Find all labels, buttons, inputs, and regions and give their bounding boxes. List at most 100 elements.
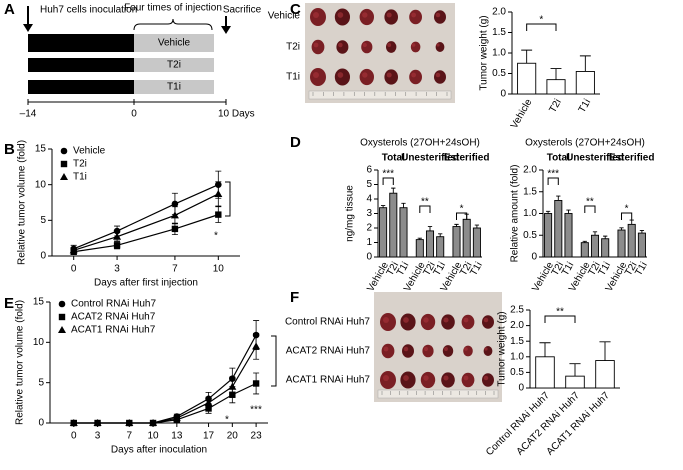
tumor-highlight xyxy=(444,347,448,351)
timeline-label: Huh7 cells inoculation xyxy=(40,5,137,16)
tumor-highlight xyxy=(435,72,441,78)
bar xyxy=(546,79,566,95)
error-bar xyxy=(592,231,598,240)
y-tick-label: 5 xyxy=(38,377,44,388)
y-tick-label: 2.0 xyxy=(523,165,537,176)
error-bar xyxy=(521,49,533,64)
bar xyxy=(399,207,408,258)
brace xyxy=(133,18,213,31)
tumor-highlight xyxy=(338,42,343,48)
tumor xyxy=(442,345,454,357)
tumor-highlight xyxy=(423,346,429,352)
bar xyxy=(580,242,589,258)
ruler xyxy=(308,90,452,100)
timeline: Huh7 cells inoculation Four times of inj… xyxy=(20,3,262,120)
tumor xyxy=(482,373,494,387)
x-tick-label: 7 xyxy=(172,264,178,275)
tumor xyxy=(384,9,399,25)
group-label: Unesterified xyxy=(566,153,624,164)
y-tick-label: 0 xyxy=(518,383,524,394)
tumor-highlight xyxy=(383,346,389,352)
timeline-bar xyxy=(134,34,214,52)
photo-row-label: T2i xyxy=(286,42,300,53)
tumor xyxy=(420,313,436,331)
significance-label: * xyxy=(539,15,543,26)
error-bar xyxy=(603,235,608,242)
x-tick-label: 17 xyxy=(203,431,215,442)
tumor-highlight xyxy=(411,12,416,18)
error-bar xyxy=(380,205,386,211)
significance-bracket xyxy=(584,205,596,213)
error-bar xyxy=(417,237,422,242)
chart-title: Oxysterols (27OH+24sOH) xyxy=(525,138,645,149)
tumor xyxy=(483,346,493,356)
error-bar xyxy=(550,68,562,80)
bar xyxy=(535,356,555,389)
tumor-highlight xyxy=(483,375,489,381)
marker xyxy=(215,211,222,218)
tumor xyxy=(435,42,445,52)
marker xyxy=(125,419,134,426)
timeline-bar xyxy=(134,80,214,94)
tumor-highlight xyxy=(463,375,469,381)
y-tick-label: 1.5 xyxy=(510,336,524,347)
x-tick-label: Vehicle xyxy=(365,260,391,294)
series-line xyxy=(73,184,219,250)
bar xyxy=(462,218,471,258)
x-tick-label: 13 xyxy=(171,431,183,442)
y-tick-label: 5 xyxy=(366,179,372,190)
x-tick-label: 10 xyxy=(147,431,159,442)
tumor-highlight xyxy=(403,346,409,352)
significance-label: ** xyxy=(556,307,564,318)
tumor xyxy=(434,70,446,84)
x-axis-label: Days after first injection xyxy=(94,278,198,289)
y-tick-label: 2.5 xyxy=(510,305,524,316)
tumor xyxy=(461,314,475,330)
tumor-highlight xyxy=(443,375,449,381)
y-tick-label: 0 xyxy=(38,418,44,429)
marker xyxy=(228,382,237,390)
tumor-highlight xyxy=(483,317,489,323)
tumor xyxy=(482,315,494,329)
significance-label: * xyxy=(214,231,218,242)
marker xyxy=(113,232,122,240)
bar xyxy=(544,213,553,258)
x-tick-label: Vehicle xyxy=(509,97,535,131)
marker xyxy=(149,419,158,426)
timeline-bar xyxy=(28,80,134,94)
panel-label: E xyxy=(4,295,14,312)
y-tick-label: 0 xyxy=(40,251,46,262)
error-bar xyxy=(556,195,561,206)
tumor xyxy=(409,9,422,25)
panel-label: F xyxy=(290,289,299,306)
group-label: Esterified xyxy=(609,153,655,164)
legend-label: T2i xyxy=(73,159,87,170)
bar xyxy=(436,236,445,258)
significance-bracket xyxy=(547,177,559,185)
error-bar xyxy=(474,224,480,232)
y-tick-label: 2.0 xyxy=(510,320,524,331)
error-bar xyxy=(539,342,551,357)
tumor xyxy=(361,40,373,54)
y-tick-label: 0 xyxy=(366,252,372,263)
bar xyxy=(415,239,424,258)
photo-row-label: Vehicle xyxy=(268,11,301,22)
significance-label: *** xyxy=(250,405,262,416)
marker xyxy=(252,380,260,387)
tumor-highlight xyxy=(386,12,392,18)
y-axis-label: ng/mg tissue xyxy=(345,185,356,242)
marker xyxy=(93,419,102,426)
x-tick-label: 0 xyxy=(71,264,77,275)
bar xyxy=(627,223,636,258)
marker xyxy=(69,246,78,254)
bar xyxy=(637,232,646,258)
error-bar xyxy=(391,187,396,199)
tumor-highlight xyxy=(313,12,319,18)
y-tick-label: 1.5 xyxy=(523,186,537,197)
tumor xyxy=(422,344,434,358)
error-bar xyxy=(579,55,591,72)
bar xyxy=(425,230,435,258)
legend-marker xyxy=(58,300,66,308)
marker xyxy=(252,342,261,350)
